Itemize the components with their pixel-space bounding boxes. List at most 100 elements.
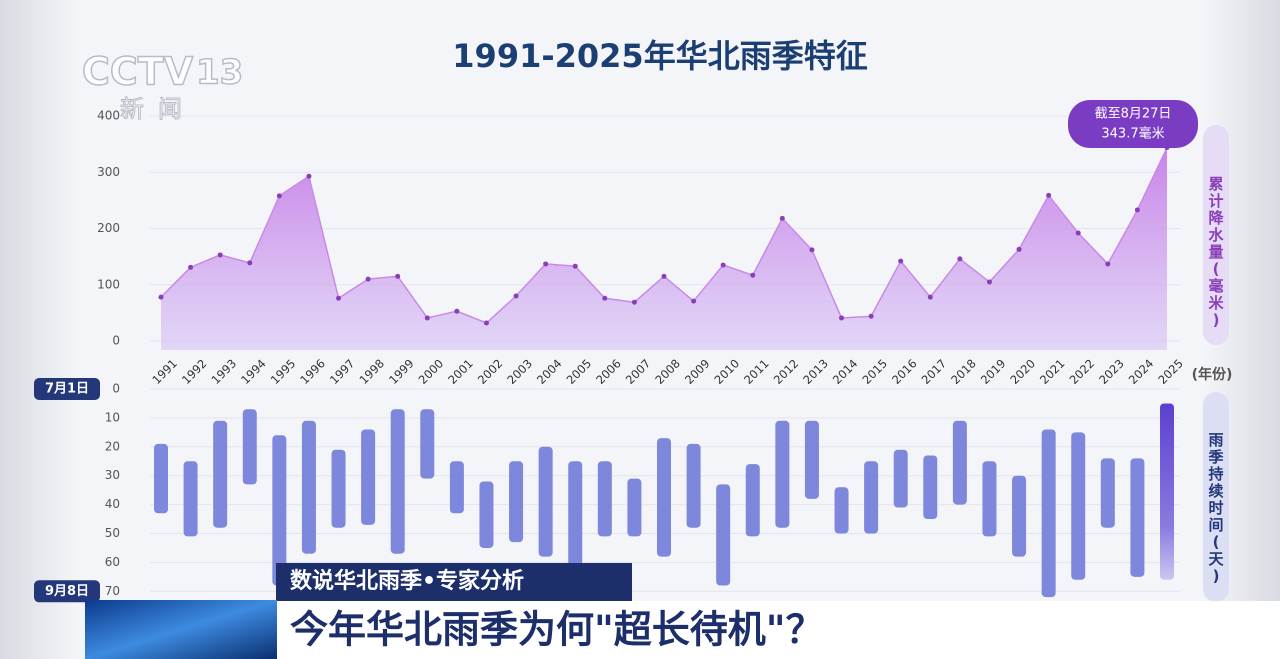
range-bar [331, 449, 346, 528]
range-bar [982, 461, 997, 537]
data-point [365, 276, 371, 282]
data-point [750, 272, 756, 278]
y-tick-label: 100 [97, 277, 120, 291]
range-bar [390, 409, 405, 554]
data-point [188, 264, 194, 270]
segment-title: 数说华北雨季•专家分析 [290, 568, 524, 594]
range-bar [597, 461, 612, 537]
range-bar [154, 443, 168, 514]
range-bar [893, 449, 908, 508]
y-tick-label: 30 [105, 468, 120, 482]
range-bar [509, 461, 524, 543]
date-label: 7月1日 [45, 382, 89, 397]
y-axis-label: 雨季持续时间(天) [1208, 431, 1224, 585]
y-tick-label: 50 [105, 526, 120, 540]
data-point [424, 315, 430, 321]
data-point [809, 247, 815, 253]
annotation-bubble [1068, 100, 1198, 148]
y-tick-label: 0 [112, 382, 120, 396]
data-point [247, 260, 253, 266]
range-bar [479, 481, 494, 548]
data-point [868, 313, 874, 319]
range-bar [716, 484, 731, 586]
data-point [395, 273, 401, 279]
y-tick-label: 0 [112, 334, 120, 348]
y-tick-label: 60 [105, 555, 120, 569]
data-point [336, 295, 342, 301]
data-point [839, 315, 845, 321]
y-tick-label: 40 [105, 497, 120, 511]
channel-number: 13 [196, 53, 243, 93]
date-badge [34, 580, 100, 603]
annotation-date: 截至8月27日 [1095, 107, 1172, 122]
range-bar [745, 464, 760, 537]
range-bar [420, 409, 435, 479]
range-bar [657, 438, 671, 557]
data-point [691, 298, 697, 304]
range-bar [1100, 458, 1115, 528]
range-bar [538, 446, 553, 557]
data-point [986, 279, 992, 285]
range-bar [213, 420, 228, 528]
range-bar [923, 455, 938, 520]
data-point [217, 252, 223, 258]
range-bar [1041, 429, 1056, 598]
y-label-pill [1203, 392, 1229, 602]
y-tick-label: 10 [105, 410, 120, 424]
range-bar [627, 478, 642, 537]
data-point [1134, 207, 1140, 213]
y-tick-label: 20 [105, 439, 120, 453]
data-point [572, 263, 578, 269]
area-fill [161, 147, 1167, 350]
range-bar [301, 420, 316, 554]
range-bar [1071, 432, 1086, 580]
headline-bar [276, 601, 1280, 659]
range-bar [568, 461, 583, 589]
data-point [1075, 230, 1081, 236]
range-bar [804, 420, 819, 499]
y-tick-label: 300 [97, 165, 120, 179]
range-bar [775, 420, 790, 528]
data-point [276, 193, 282, 199]
data-point [1016, 246, 1022, 252]
globe-graphic [85, 600, 277, 659]
channel-name: 新闻 [120, 95, 196, 123]
data-point [927, 294, 933, 300]
range-bar [449, 461, 464, 514]
y-axis-label: 累计降水量(毫米) [1208, 175, 1224, 329]
headline: 今年华北雨季为何"超长待机"？ [290, 608, 824, 652]
chart-title: 1991-2025年华北雨季特征 [452, 37, 867, 75]
annotation-value: 343.7毫米 [1101, 126, 1164, 142]
date-badge [34, 378, 100, 400]
channel-logo: CCTV [82, 50, 194, 94]
data-point [957, 256, 963, 262]
data-point [661, 273, 667, 279]
range-bar [272, 435, 287, 586]
date-label: 9月8日 [45, 584, 89, 599]
data-point [454, 308, 460, 314]
range-bar [834, 487, 849, 534]
data-point [631, 299, 637, 305]
y-label-pill [1203, 125, 1229, 345]
y-tick-label: 70 [105, 584, 120, 598]
data-point [513, 293, 519, 299]
x-axis-label: (年份) [1192, 366, 1233, 383]
y-tick-label: 400 [97, 109, 120, 123]
data-point [602, 295, 608, 301]
data-point [483, 320, 489, 326]
data-point [543, 261, 549, 267]
range-bar [1160, 403, 1174, 580]
range-bar [183, 461, 198, 537]
data-point [779, 215, 785, 221]
data-point [306, 173, 312, 179]
range-bar [686, 443, 701, 528]
range-bar [242, 409, 257, 485]
y-tick-label: 200 [97, 221, 120, 235]
data-point [898, 258, 904, 264]
range-bar [361, 429, 376, 525]
segment-bar [276, 563, 632, 601]
data-point [158, 294, 164, 300]
range-bar [1130, 458, 1145, 577]
data-point [1105, 261, 1111, 267]
